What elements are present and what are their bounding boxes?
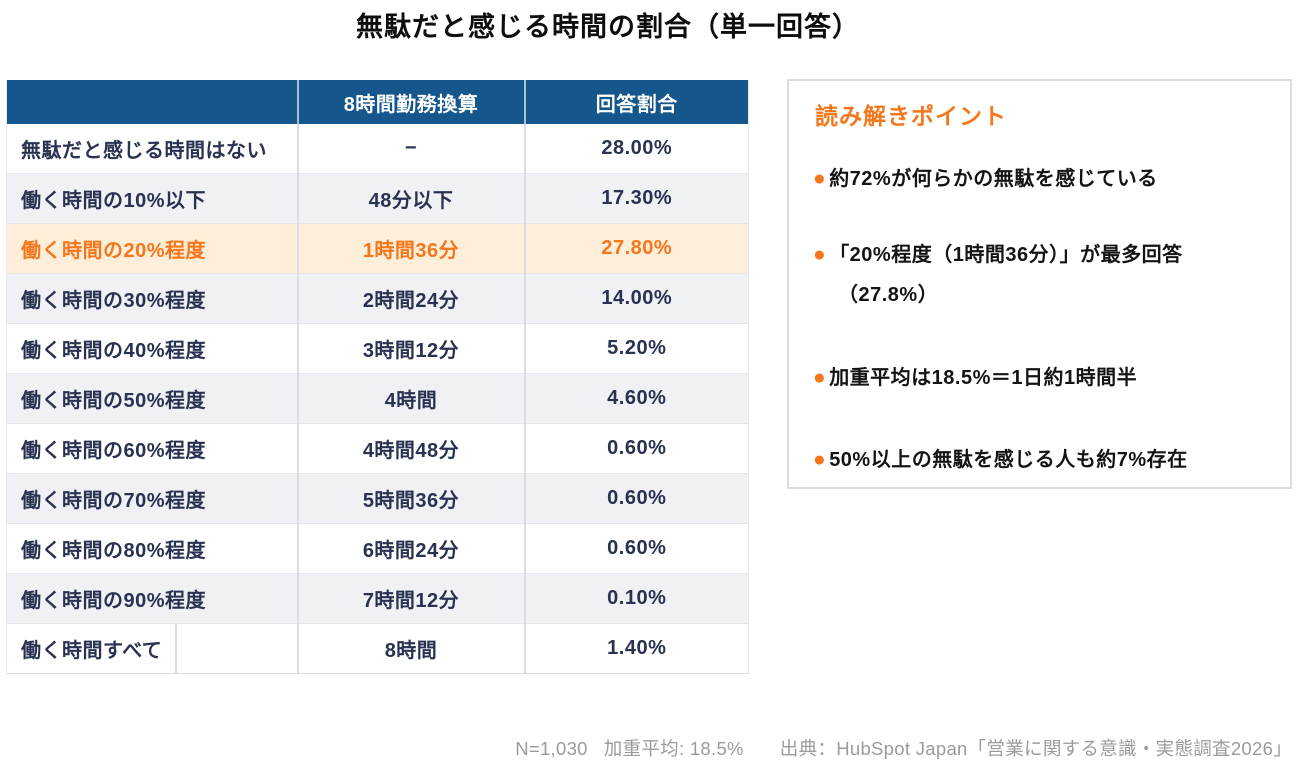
- bullet-dot-icon: ●: [813, 366, 827, 389]
- row-hours: 5時間36分: [296, 473, 525, 524]
- column-header-hours: 8時間勤務換算: [296, 80, 525, 124]
- row-label: 働く時間の80%程度: [6, 523, 298, 574]
- insight-bullet: ● 約72%が何らかの無駄を感じている: [813, 159, 1278, 199]
- row-hours: 6時間24分: [296, 523, 525, 574]
- results-table: 8時間勤務換算 回答割合 無駄だと感じる時間はない −28.00% 働く時間の10%…: [6, 80, 749, 674]
- row-share: 5.20%: [523, 323, 749, 374]
- row-share: 27.80%: [523, 223, 749, 274]
- bullet-dot-icon: ●: [813, 448, 827, 471]
- table-row: 働く時間の80%程度 6時間24分 0.60%: [6, 523, 749, 574]
- row-share: 0.60%: [523, 523, 749, 574]
- insight-bullet-text: 50%以上の無駄を感じる人も約7%存在: [829, 449, 1188, 471]
- insights-panel: 読み解きポイント ● 約72%が何らかの無駄を感じている ● 「20%程度（1時間36…: [787, 79, 1292, 489]
- row-label: 働く時間の30%程度: [6, 273, 298, 324]
- row-label: 働く時間の40%程度: [6, 323, 298, 374]
- table-row: 働く時間すべて 8時間 1.40%: [6, 623, 749, 674]
- insight-bullet-line: ● 50%以上の無駄を感じる人も約7%存在: [813, 440, 1278, 480]
- row-hours: 4時間48分: [296, 423, 525, 474]
- footer: N=1,030 加重平均: 18.5% 出典：HubSpot Japan「営業に関す…: [0, 735, 1292, 761]
- row-share: 28.00%: [523, 124, 749, 174]
- row-share: 0.10%: [523, 573, 749, 624]
- insight-bullet: ● 50%以上の無駄を感じる人も約7%存在: [813, 440, 1278, 480]
- row-hours: 48分以下: [296, 173, 525, 224]
- insight-bullet-line: ● 「20%程度（1時間36分）」が最多回答: [813, 235, 1278, 275]
- row-label: 働く時間の90%程度: [6, 573, 298, 624]
- insight-bullet-line: ● 約72%が何らかの無駄を感じている: [813, 159, 1278, 199]
- table-row: 働く時間の30%程度 2時間24分 14.00%: [6, 273, 749, 324]
- row-hours: 8時間: [296, 623, 525, 674]
- weighted-average: 加重平均: 18.5%: [603, 738, 744, 759]
- row-label: 無駄だと感じる時間はない: [21, 140, 267, 162]
- table-row: 働く時間の60%程度 4時間48分 0.60%: [6, 423, 749, 474]
- row-label: 働く時間すべて: [6, 623, 298, 674]
- row-label: 働く時間の70%程度: [6, 473, 298, 524]
- row-share: 4.60%: [523, 373, 749, 424]
- insight-bullet-text: 「20%程度（1時間36分）」が最多回答: [829, 244, 1183, 266]
- table-row: 働く時間の70%程度 5時間36分 0.60%: [6, 473, 749, 524]
- row-share: 14.00%: [523, 273, 749, 324]
- table-row: 働く時間の20%程度 1時間36分 27.80%: [6, 223, 749, 274]
- table-row: 働く時間の90%程度 7時間12分 0.10%: [6, 573, 749, 624]
- row-share: 0.60%: [523, 423, 749, 474]
- row-label: 働く時間の20%程度: [6, 223, 298, 274]
- insight-bullet-text: （27.8%）: [838, 284, 939, 306]
- footer-stats: N=1,030 加重平均: 18.5%: [515, 738, 744, 759]
- row-share: 17.30%: [523, 173, 749, 224]
- results-table-container: 8時間勤務換算 回答割合 無駄だと感じる時間はない −28.00% 働く時間の10%…: [6, 80, 749, 674]
- table-body: 無駄だと感じる時間はない −28.00% 働く時間の10%以下 48分以下 17.30%…: [6, 124, 749, 674]
- row-share: 1.40%: [523, 623, 749, 674]
- column-header-category: [6, 80, 298, 124]
- insights-panel-title: 読み解きポイント: [815, 103, 1007, 129]
- source-credit: 出典：HubSpot Japan「営業に関する意識・実態調査2026」: [779, 738, 1292, 759]
- row-label: 働く時間の60%程度: [6, 423, 298, 474]
- table-row: 無駄だと感じる時間はない −28.00%: [7, 124, 749, 174]
- row-label: 働く時間の10%以下: [6, 173, 298, 224]
- table-row: 働く時間の40%程度 3時間12分 5.20%: [6, 323, 749, 374]
- insight-bullet-line: ● 加重平均は18.5%＝1日約1時間半: [813, 358, 1278, 398]
- row-hours: 7時間12分: [296, 573, 525, 624]
- sample-size: N=1,030: [515, 738, 588, 759]
- row-share: 0.60%: [523, 473, 749, 524]
- row-label: 働く時間の50%程度: [6, 373, 298, 424]
- table-row: 働く時間の50%程度 4時間 4.60%: [6, 373, 749, 424]
- table-row: 働く時間の10%以下 48分以下 17.30%: [6, 173, 749, 224]
- insight-bullet: ● 加重平均は18.5%＝1日約1時間半: [813, 358, 1278, 398]
- row-hours: 3時間12分: [296, 323, 525, 374]
- insight-bullet-text: 加重平均は18.5%＝1日約1時間半: [829, 367, 1138, 389]
- insight-bullet-text: 約72%が何らかの無駄を感じている: [829, 168, 1158, 190]
- bullet-dot-icon: ●: [813, 167, 827, 190]
- row-hours: 4時間: [296, 373, 525, 424]
- page-title: 無駄だと感じる時間の割合（単一回答）: [356, 12, 860, 42]
- bullet-dot-icon: ●: [813, 243, 827, 266]
- insight-bullet-line: （27.8%）: [813, 275, 1278, 315]
- column-header-share: 回答割合: [523, 80, 749, 124]
- row-hours: 2時間24分: [296, 273, 525, 324]
- row-hours: 1時間36分: [296, 223, 525, 274]
- insight-bullet: ● 「20%程度（1時間36分）」が最多回答 （27.8%）: [813, 235, 1278, 315]
- row-hours: −: [296, 124, 525, 174]
- table-header-row: 8時間勤務換算 回答割合: [6, 80, 749, 124]
